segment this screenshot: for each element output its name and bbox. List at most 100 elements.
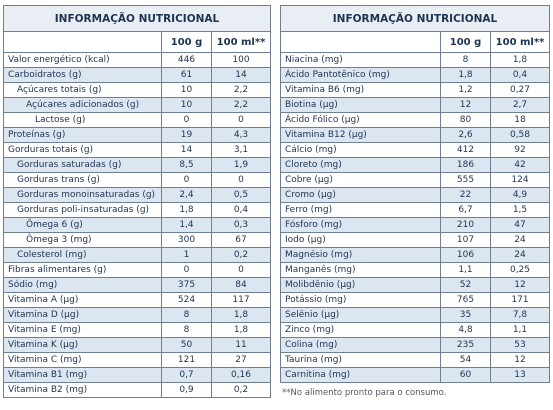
data-row: Proteínas (g) 19 4,3 [3, 127, 271, 143]
nutrient-name: Vitamina B2 (mg) [3, 382, 162, 398]
data-row: Cromo (µg) 22 4,9 [280, 187, 550, 203]
data-row: Sódio (mg) 375 84 [3, 277, 271, 293]
nutrient-value: 35 [440, 307, 491, 323]
nutrient-name: Colesterol (mg) [3, 247, 162, 263]
nutrient-name: Ferro (mg) [280, 202, 441, 218]
nutrient-value: 19 [161, 127, 212, 143]
nutrient-value: 210 [440, 217, 491, 233]
nutrient-value: 0 [211, 112, 271, 128]
nutrient-name: Gorduras monoinsaturadas (g) [3, 187, 162, 203]
header-cell: 100 g [161, 31, 212, 53]
nutrient-value: 0 [211, 172, 271, 188]
data-row: Niacina (mg) 8 1,8 [280, 52, 550, 68]
nutrient-value: 18 [490, 112, 550, 128]
nutrient-value: 12 [490, 277, 550, 293]
data-row: Gorduras totais (g) 14 3,1 [3, 142, 271, 158]
nutrient-value: 0,5 [211, 187, 271, 203]
data-row: Açúcares adicionados (g) 10 2,2 [3, 97, 271, 113]
nutrient-value: 6,7 [440, 202, 491, 218]
table-title: INFORMAÇÃO NUTRICIONAL [280, 5, 550, 32]
header-row: 100 g 100 ml** [3, 31, 271, 53]
nutrient-name: Açúcares totais (g) [3, 82, 162, 98]
data-row: Gorduras poli-insaturadas (g) 1,8 0,4 [3, 202, 271, 218]
nutrient-name: Magnésio (mg) [280, 247, 441, 263]
data-row: Fibras alimentares (g) 0 0 [3, 262, 271, 278]
data-row: Cobre (µg) 555 124 [280, 172, 550, 188]
nutrient-name: Niacina (mg) [280, 52, 441, 68]
nutrient-value: 412 [440, 142, 491, 158]
data-row: Lactose (g) 0 0 [3, 112, 271, 128]
nutrient-value: 50 [161, 337, 212, 353]
nutrient-name: Zinco (mg) [280, 322, 441, 338]
nutrient-value: 121 [161, 352, 212, 368]
nutrient-name: Proteínas (g) [3, 127, 162, 143]
nutrient-name: Ácido Fólico (µg) [280, 112, 441, 128]
data-row: Cloreto (mg) 186 42 [280, 157, 550, 173]
nutrient-value: 67 [211, 232, 271, 248]
nutrient-name: Gorduras poli-insaturadas (g) [3, 202, 162, 218]
nutrient-name: Gorduras trans (g) [3, 172, 162, 188]
data-row: Ferro (mg) 6,7 1,5 [280, 202, 550, 218]
nutrient-name: Lactose (g) [3, 112, 162, 128]
nutrient-value: 124 [490, 172, 550, 188]
nutrient-value: 1,8 [161, 202, 212, 218]
nutrient-value: 10 [161, 82, 212, 98]
nutrient-value: 42 [490, 157, 550, 173]
nutrient-value: 27 [211, 352, 271, 368]
nutrient-value: 0,4 [490, 67, 550, 83]
data-row: Ácido Fólico (µg) 80 18 [280, 112, 550, 128]
data-row: Ômega 6 (g) 1,4 0,3 [3, 217, 271, 233]
nutrient-value: 1,8 [211, 307, 271, 323]
data-row: Vitamina A (µg) 524 117 [3, 292, 271, 308]
data-row: Vitamina K (µg) 50 11 [3, 337, 271, 353]
data-row: Iodo (µg) 107 24 [280, 232, 550, 248]
data-row: Carnitina (mg) 60 13 [280, 367, 550, 383]
data-row: Biotina (µg) 12 2,7 [280, 97, 550, 113]
header-row: 100 g 100 ml** [280, 31, 550, 53]
nutrient-name: Sódio (mg) [3, 277, 162, 293]
nutrient-value: 8 [161, 322, 212, 338]
data-row: Fósforo (mg) 210 47 [280, 217, 550, 233]
data-row: Gorduras saturadas (g) 8,5 1,9 [3, 157, 271, 173]
data-row: Cálcio (mg) 412 92 [280, 142, 550, 158]
nutrient-name: Selênio (µg) [280, 307, 441, 323]
nutrient-name: Ácido Pantotênico (mg) [280, 67, 441, 83]
nutrient-value: 524 [161, 292, 212, 308]
data-row: Manganês (mg) 1,1 0,25 [280, 262, 550, 278]
nutrition-table: INFORMAÇÃO NUTRICIONAL 100 g 100 ml** Niaci… [280, 5, 550, 383]
nutrient-value: 3,1 [211, 142, 271, 158]
data-row: Selênio (µg) 35 7,8 [280, 307, 550, 323]
nutrient-name: Molibdênio (µg) [280, 277, 441, 293]
header-cell [280, 31, 441, 53]
nutrient-value: 22 [440, 187, 491, 203]
nutrient-value: 2,2 [211, 97, 271, 113]
nutrient-value: 1,5 [490, 202, 550, 218]
nutrient-value: 375 [161, 277, 212, 293]
nutrient-value: 11 [211, 337, 271, 353]
nutrient-value: 54 [440, 352, 491, 368]
nutrient-value: 0,7 [161, 367, 212, 383]
data-row: Ômega 3 (mg) 300 67 [3, 232, 271, 248]
nutrient-name: Gorduras saturadas (g) [3, 157, 162, 173]
nutrient-value: 80 [440, 112, 491, 128]
header-cell: 100 g [440, 31, 491, 53]
nutrient-value: 24 [490, 232, 550, 248]
nutrient-value: 186 [440, 157, 491, 173]
nutrient-name: Taurina (mg) [280, 352, 441, 368]
nutrient-name: Potássio (mg) [280, 292, 441, 308]
nutrient-name: Vitamina D (µg) [3, 307, 162, 323]
nutrient-value: 0,4 [211, 202, 271, 218]
data-row: Vitamina D (µg) 8 1,8 [3, 307, 271, 323]
nutrient-value: 765 [440, 292, 491, 308]
header-cell: 100 ml** [490, 31, 550, 53]
nutrient-value: 84 [211, 277, 271, 293]
nutrient-value: 0,25 [490, 262, 550, 278]
nutrient-value: 1,1 [490, 322, 550, 338]
data-row: Valor energético (kcal) 446 100 [3, 52, 271, 68]
nutrient-value: 1,8 [211, 322, 271, 338]
nutrient-name: Biotina (µg) [280, 97, 441, 113]
data-row: Colesterol (mg) 1 0,2 [3, 247, 271, 263]
data-row: Carboidratos (g) 61 14 [3, 67, 271, 83]
nutrient-value: 14 [211, 67, 271, 83]
